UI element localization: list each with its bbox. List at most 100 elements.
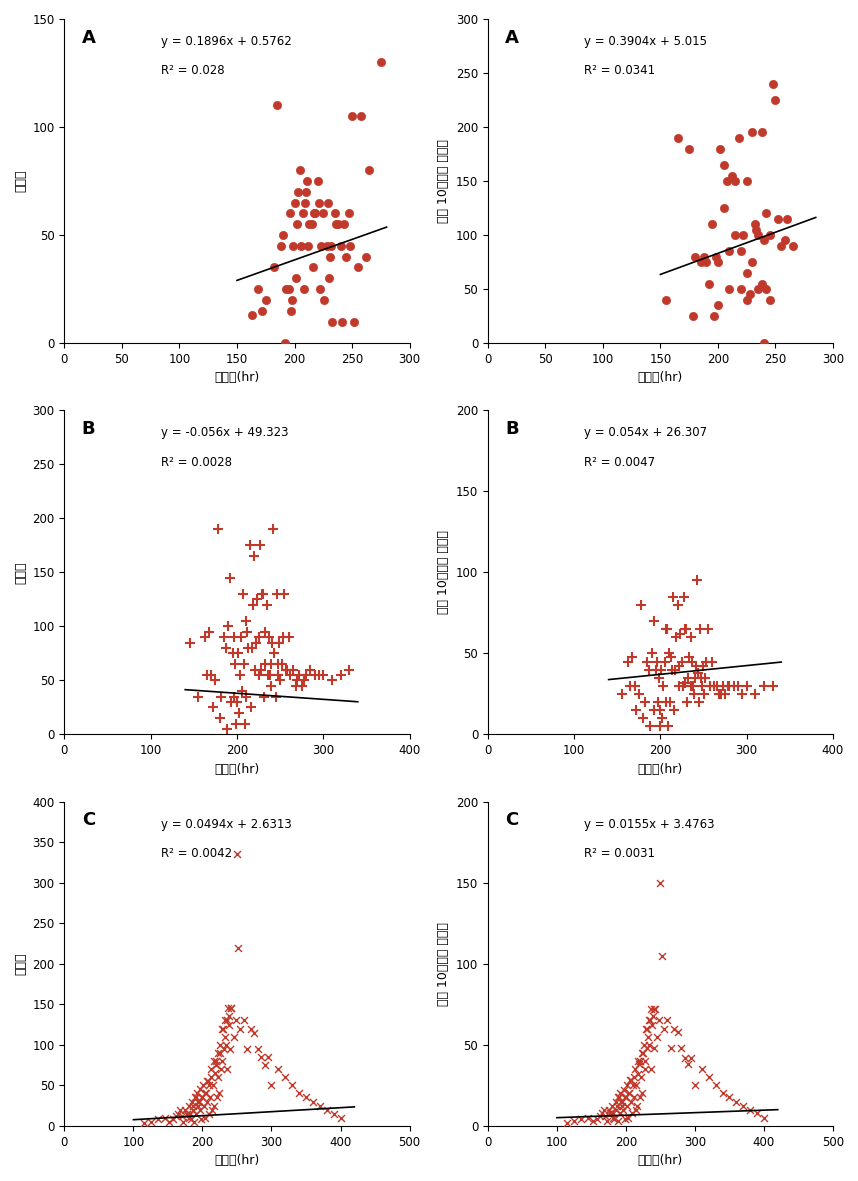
Point [716, 677, 729, 696]
X-axis label: 일조합(hr): 일조합(hr) [214, 1154, 260, 1167]
Point [222, 1007, 236, 1026]
Point [208, 671, 222, 690]
Point [295, 677, 309, 696]
Point [722, 1088, 736, 1107]
Point [628, 677, 642, 696]
Point [620, 1097, 634, 1116]
Point [179, 1104, 193, 1123]
Point [173, 1101, 187, 1120]
Point [291, 182, 305, 201]
Point [197, 1108, 211, 1127]
Point [311, 194, 325, 213]
Point [702, 274, 716, 293]
Point [748, 685, 762, 704]
Point [712, 685, 726, 704]
Point [685, 1049, 698, 1068]
Point [195, 1088, 208, 1107]
Point [264, 654, 278, 673]
Point [678, 673, 692, 692]
Point [237, 654, 251, 673]
Point [251, 280, 264, 299]
Point [619, 1088, 632, 1107]
Point [267, 257, 281, 276]
Text: C: C [82, 811, 95, 829]
Point [716, 156, 730, 175]
Point [224, 692, 238, 711]
Point [770, 209, 784, 228]
Point [187, 1096, 201, 1115]
Point [351, 257, 365, 276]
Point [283, 204, 297, 223]
Point [213, 1044, 227, 1063]
Point [625, 647, 639, 666]
Point [685, 677, 698, 696]
Y-axis label: 발생수: 발생수 [14, 561, 27, 583]
Point [270, 96, 284, 115]
Point [342, 660, 356, 679]
Point [686, 652, 699, 671]
Point [241, 639, 255, 658]
Point [325, 312, 339, 331]
Point [757, 1108, 770, 1127]
Point [603, 1103, 617, 1122]
Point [613, 1103, 626, 1122]
Point [271, 1059, 285, 1078]
Text: B: B [82, 420, 95, 438]
Point [637, 1036, 650, 1055]
Point [280, 280, 293, 299]
Point [759, 204, 773, 223]
Text: R² = 0.0028: R² = 0.0028 [161, 456, 232, 469]
Point [746, 123, 759, 142]
Point [317, 204, 330, 223]
Point [661, 620, 674, 639]
Point [728, 171, 742, 190]
Point [214, 1059, 228, 1078]
Point [623, 1084, 637, 1103]
Point [317, 291, 331, 309]
Point [251, 628, 265, 647]
Point [190, 1084, 204, 1103]
Point [627, 1068, 641, 1087]
Point [643, 1036, 656, 1055]
Point [671, 1023, 685, 1042]
Point [184, 1110, 197, 1129]
Point [638, 1051, 652, 1070]
Point [347, 312, 361, 331]
Point [307, 204, 321, 223]
X-axis label: 일조합(hr): 일조합(hr) [637, 763, 683, 776]
Point [245, 595, 259, 614]
Point [651, 692, 665, 711]
Text: R² = 0.028: R² = 0.028 [161, 64, 225, 77]
Point [305, 215, 318, 234]
Point [630, 1076, 644, 1095]
X-axis label: 일조합(hr): 일조합(hr) [214, 371, 260, 384]
Point [198, 1084, 212, 1103]
Point [696, 657, 710, 676]
Point [221, 1059, 234, 1078]
Point [682, 647, 696, 666]
Point [720, 171, 734, 190]
Point [252, 666, 266, 685]
Point [257, 1056, 271, 1075]
Point [183, 633, 196, 652]
Point [688, 247, 702, 266]
Point [757, 677, 770, 696]
Point [250, 590, 263, 609]
Text: R² = 0.0341: R² = 0.0341 [584, 64, 656, 77]
Point [640, 1038, 654, 1057]
Point [681, 1055, 695, 1074]
Point [581, 1108, 595, 1127]
Point [654, 873, 668, 892]
Point [656, 709, 669, 727]
Point [600, 1111, 613, 1130]
Point [695, 677, 709, 696]
Point [172, 1104, 185, 1123]
Point [586, 1111, 600, 1130]
Point [755, 274, 769, 293]
Point [263, 666, 276, 685]
Point [598, 1107, 612, 1125]
Point [728, 226, 742, 244]
Point [716, 198, 730, 217]
Point [203, 1088, 217, 1107]
Point [659, 692, 673, 711]
